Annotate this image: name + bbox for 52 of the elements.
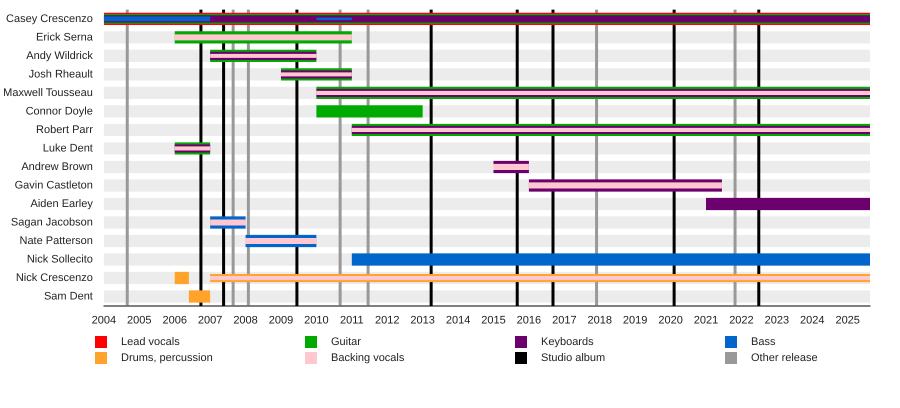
legend-label: Backing vocals xyxy=(331,352,404,364)
y-tick-label: Aiden Earley xyxy=(30,198,94,210)
x-tick-label: 2019 xyxy=(622,314,648,326)
x-tick-label: 2025 xyxy=(835,314,860,326)
bar xyxy=(316,105,423,118)
x-tick-label: 2008 xyxy=(233,314,258,326)
x-tick-label: 2013 xyxy=(410,314,435,326)
x-tick-label: 2016 xyxy=(516,314,542,326)
legend-label: Other release xyxy=(751,352,818,364)
y-tick-label: Josh Rheault xyxy=(28,68,93,80)
x-tick-label: 2010 xyxy=(304,314,329,326)
legend-label: Drums, percussion xyxy=(121,352,213,364)
x-tick-label: 2009 xyxy=(268,314,294,326)
y-tick-label: Connor Doyle xyxy=(26,105,93,118)
x-tick-label: 2006 xyxy=(162,314,187,326)
legend-label: Keyboards xyxy=(541,336,594,348)
x-tick-label: 2021 xyxy=(694,314,718,326)
y-tick-label: Maxwell Tousseau xyxy=(3,86,93,99)
y-tick-label: Sagan Jacobson xyxy=(10,216,93,229)
legend-label: Studio album xyxy=(541,352,606,364)
y-tick-label: Sam Dent xyxy=(44,290,93,303)
x-tick-label: 2014 xyxy=(446,314,470,326)
bar xyxy=(188,290,210,303)
y-tick-label: Casey Crescenzo xyxy=(6,12,93,25)
y-tick-label: Nick Sollecito xyxy=(26,254,93,266)
x-tick-label: 2005 xyxy=(127,314,152,326)
legend-label: Lead vocals xyxy=(121,336,180,348)
x-tick-label: 2022 xyxy=(729,314,754,326)
bar xyxy=(174,272,189,284)
x-tick-label: 2011 xyxy=(340,314,364,326)
legend-label: Bass xyxy=(751,336,776,348)
y-tick-label: Luke Dent xyxy=(42,142,93,154)
x-tick-label: 2004 xyxy=(92,314,116,326)
x-tick-label: 2015 xyxy=(481,314,506,326)
y-tick-label: Andy Wildrick xyxy=(26,50,94,62)
y-tick-label: Robert Parr xyxy=(36,124,94,136)
x-tick-label: 2023 xyxy=(764,314,790,326)
bar xyxy=(174,34,352,40)
x-tick-label: 2007 xyxy=(198,314,222,326)
x-tick-label: 2018 xyxy=(588,314,612,326)
x-tick-label: 2024 xyxy=(800,314,825,326)
y-tick-label: Andrew Brown xyxy=(21,160,93,173)
bar xyxy=(174,146,210,150)
x-tick-label: 2012 xyxy=(374,314,400,326)
x-tick-label: 2020 xyxy=(658,314,683,326)
y-tick-label: Gavin Castleton xyxy=(14,180,93,192)
bar xyxy=(316,18,352,20)
y-tick-label: Erick Serna xyxy=(36,31,94,44)
x-tick-label: 2017 xyxy=(552,314,577,326)
y-tick-label: Nick Crescenzo xyxy=(16,272,93,284)
y-tick-label: Nate Patterson xyxy=(20,235,93,248)
legend-label: Guitar xyxy=(331,336,361,348)
